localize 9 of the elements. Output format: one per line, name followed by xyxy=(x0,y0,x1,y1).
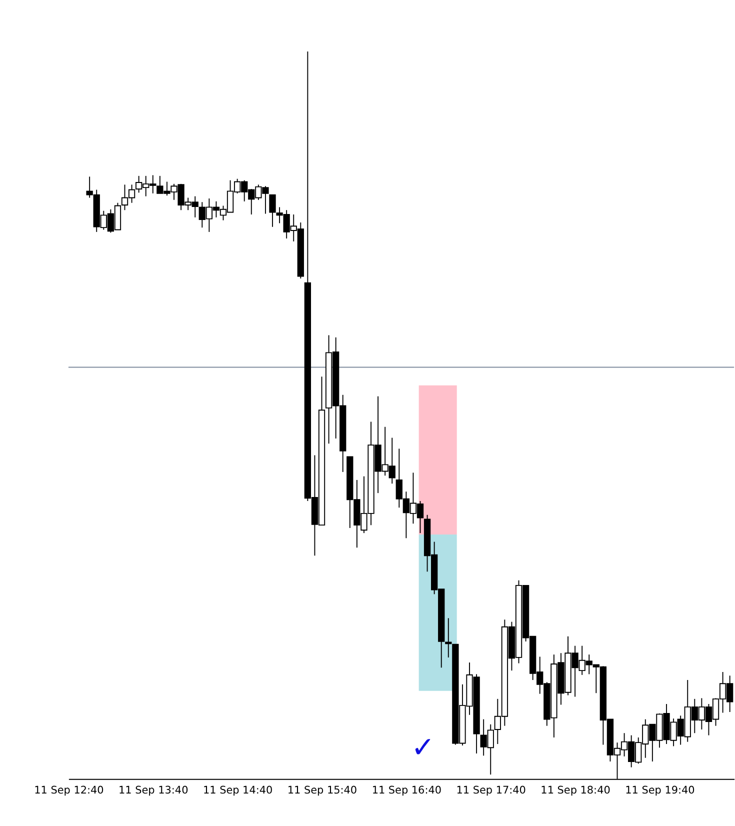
x-tick-label: 11 Sep 13:40 xyxy=(118,784,188,797)
x-tick-label: 11 Sep 15:40 xyxy=(287,784,358,797)
annotation: ✓ xyxy=(411,731,436,764)
x-tick-label: 11 Sep 16:40 xyxy=(372,784,442,797)
x-tick-label: 11 Sep 12:40 xyxy=(34,784,104,797)
x-tick-label: 11 Sep 17:40 xyxy=(456,784,526,797)
x-tick-label: 11 Sep 18:40 xyxy=(540,784,610,797)
x-tick-label: 11 Sep 19:40 xyxy=(625,784,695,797)
x-tick-label: 11 Sep 14:40 xyxy=(202,784,273,797)
